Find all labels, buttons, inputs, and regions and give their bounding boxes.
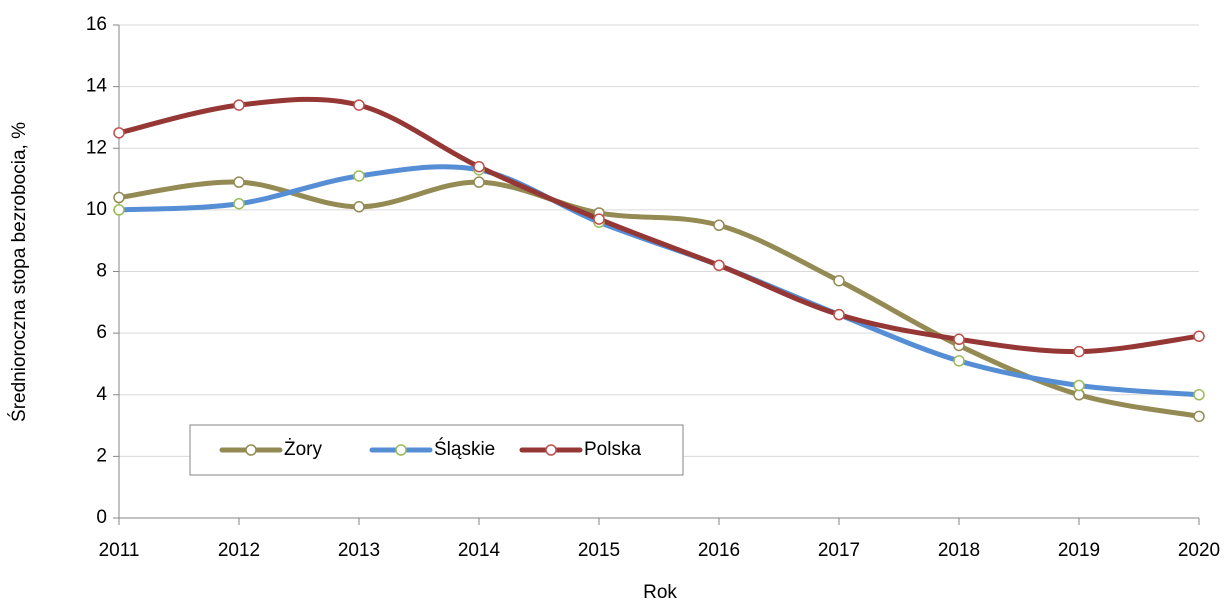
series-marker <box>1073 345 1085 358</box>
series-marker <box>953 333 965 346</box>
x-tick-label: 2020 <box>1178 540 1220 561</box>
y-tick-label: 0 <box>96 507 107 528</box>
legend-marker <box>545 444 557 456</box>
x-tick-label: 2015 <box>578 540 620 561</box>
series-marker <box>1073 379 1085 392</box>
series-marker <box>353 201 365 213</box>
x-tick-label: 2011 <box>99 540 140 561</box>
series-line <box>116 179 1202 419</box>
series-line <box>116 164 1202 398</box>
legend-label: Żory <box>284 439 323 460</box>
legend-label: Śląskie <box>434 438 495 460</box>
series-marker <box>353 99 365 111</box>
series-marker <box>473 176 485 188</box>
y-tick-label: 6 <box>96 322 107 343</box>
legend-label: Polska <box>584 439 641 460</box>
y-tick-label: 12 <box>86 137 107 158</box>
x-tick-label: 2016 <box>698 540 740 561</box>
series-marker <box>1193 410 1205 423</box>
y-tick-label: 8 <box>96 261 107 282</box>
series-marker <box>353 170 365 182</box>
series-marker <box>833 308 845 321</box>
y-tick-label: 2 <box>96 445 107 466</box>
series-marker <box>473 160 485 173</box>
series-marker <box>113 127 125 139</box>
y-tick-label: 10 <box>86 199 107 220</box>
series-marker <box>1193 330 1205 342</box>
y-tick-label: 14 <box>86 76 108 97</box>
x-axis-label: Rok <box>643 582 677 603</box>
series-marker <box>233 99 245 111</box>
x-tick-label: 2012 <box>218 540 260 561</box>
legend-marker <box>395 444 407 456</box>
y-tick-label: 4 <box>96 384 107 405</box>
series-marker <box>233 176 245 188</box>
series-marker <box>233 197 245 210</box>
x-tick-label: 2013 <box>338 540 380 561</box>
x-tick-label: 2014 <box>458 540 501 561</box>
series-marker <box>113 191 125 204</box>
y-tick-label: 16 <box>86 14 107 35</box>
x-tick-label: 2017 <box>818 540 860 561</box>
series-marker <box>953 355 965 367</box>
series-marker <box>1193 389 1205 401</box>
series-marker <box>113 204 125 216</box>
series-marker <box>713 259 725 272</box>
series-marker <box>833 274 845 287</box>
legend-marker <box>245 444 257 456</box>
y-axis-label: Średnioroczna stopa bezrobocia, % <box>8 122 30 422</box>
x-tick-label: 2019 <box>1058 540 1100 561</box>
series-marker <box>593 213 605 225</box>
series-marker <box>713 219 725 232</box>
x-tick-label: 2018 <box>938 540 980 561</box>
series-line <box>116 96 1202 355</box>
